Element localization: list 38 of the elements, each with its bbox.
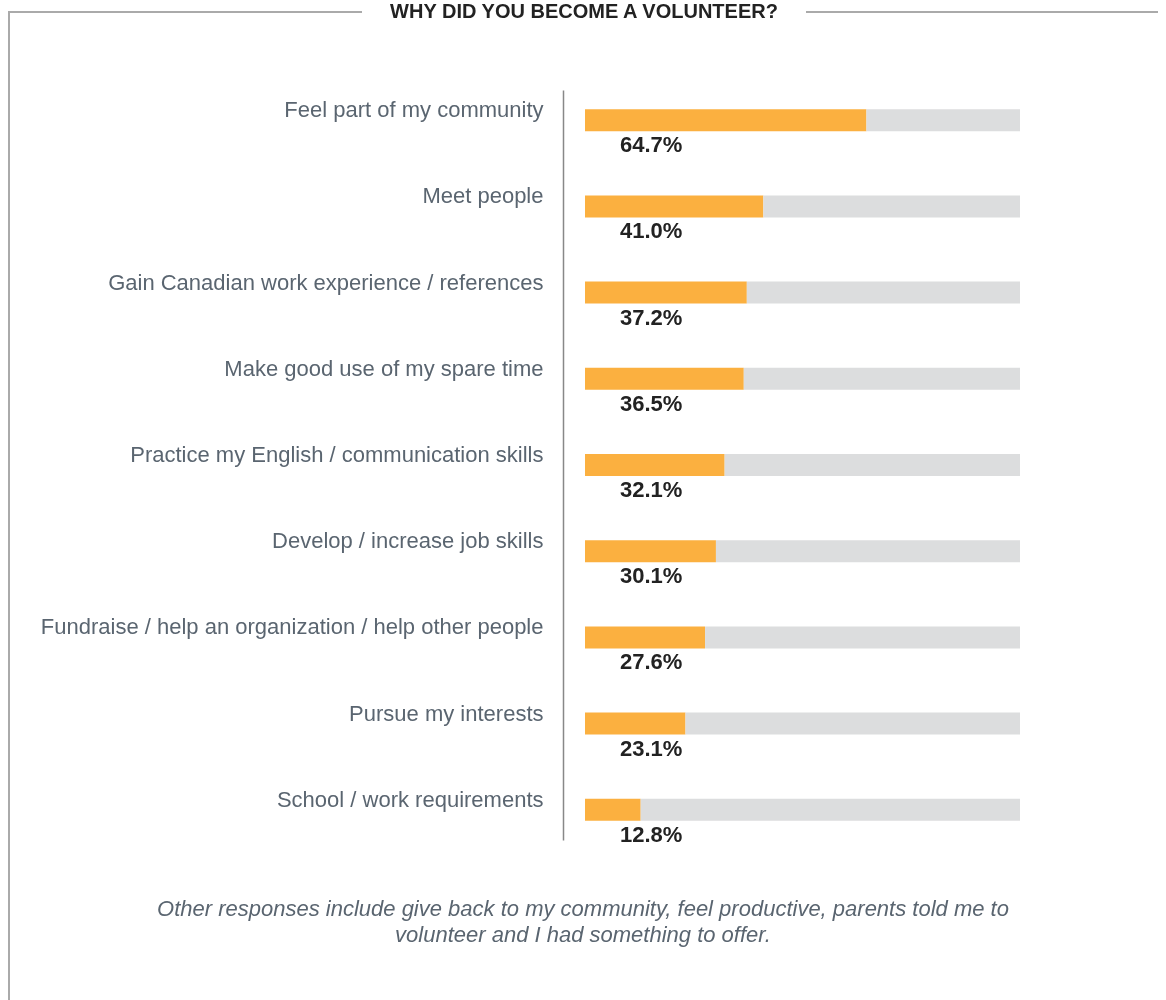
bar	[585, 454, 725, 476]
data-label: 12.8%	[620, 821, 683, 847]
y-tick-label: School / work requirements	[276, 786, 544, 812]
text: Other responses include give back to my community, feel productive, parents told me to volunteer and I had something to offer.	[156, 896, 1010, 948]
bar	[585, 540, 716, 563]
bar	[685, 712, 1020, 735]
bar	[585, 367, 744, 390]
bar	[724, 454, 1020, 476]
data-label: 30.1%	[620, 563, 683, 589]
bar	[866, 109, 1020, 132]
data-label: 23.1%	[620, 735, 683, 761]
data-label: 36.5%	[620, 390, 683, 416]
bar	[585, 712, 686, 735]
y-tick-label: Feel part of my community	[284, 97, 544, 123]
y-tick-label: Practice my English / communication skills	[130, 442, 544, 467]
bar	[585, 626, 706, 649]
data-label: 27.6%	[620, 649, 683, 675]
bar	[715, 540, 1020, 563]
data-label: 64.7%	[620, 132, 683, 158]
bar	[585, 109, 867, 132]
y-tick-label: Fundraise / help an organization / help other people	[40, 614, 544, 640]
y-tick-label: Make good use of my spare time	[224, 355, 544, 381]
data-label: 32.1%	[620, 477, 683, 502]
bar	[585, 195, 764, 218]
bar	[585, 281, 747, 304]
y-tick-label: Develop / increase job skills	[272, 528, 544, 554]
data-label: 41.0%	[620, 218, 683, 244]
y-tick-label: Gain Canadian work experience / references	[108, 269, 544, 295]
bar	[763, 195, 1020, 218]
bar	[640, 798, 1020, 821]
y-tick-label: Pursue my interests	[349, 700, 544, 726]
bar	[705, 626, 1020, 649]
bar	[585, 798, 641, 821]
chart-title: WHY DID YOU BECOME A VOLUNTEER?	[389, 0, 779, 23]
y-tick-label: Meet people	[422, 183, 544, 209]
bar	[746, 281, 1020, 304]
bar	[743, 367, 1020, 390]
data-label: 37.2%	[620, 304, 683, 330]
